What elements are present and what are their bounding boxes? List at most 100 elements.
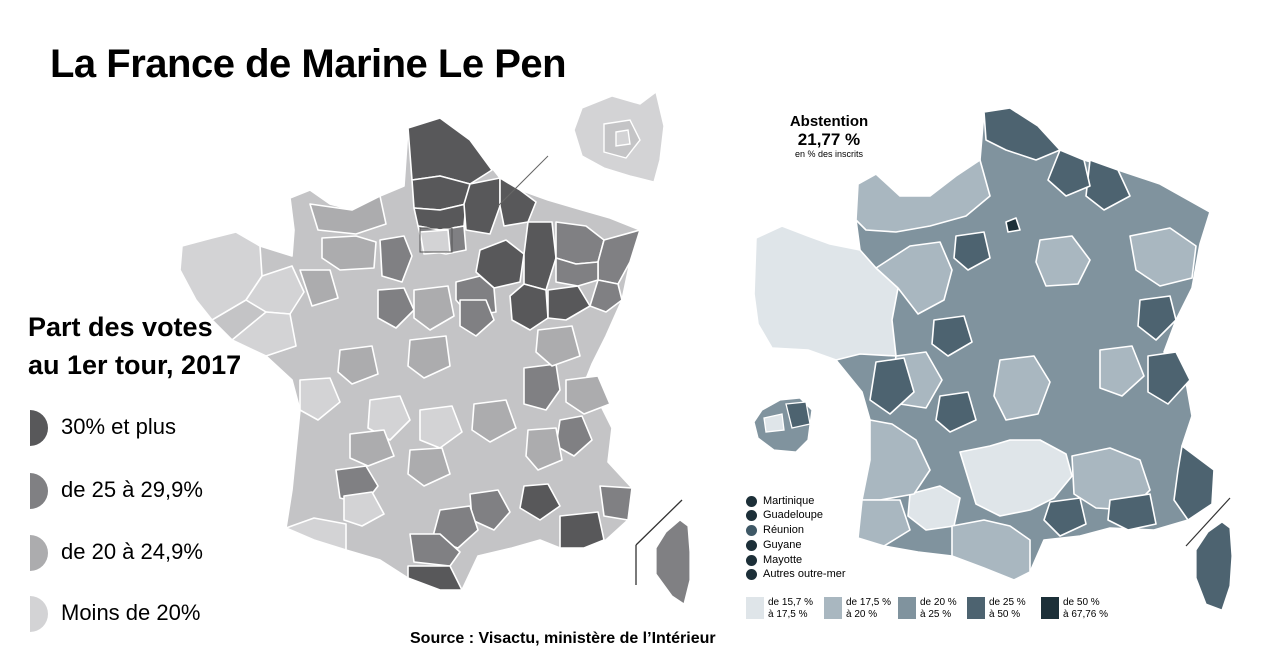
region-haut-rhin <box>589 279 623 313</box>
territory-guyane: Guyane <box>746 539 802 551</box>
region-eure <box>379 235 413 283</box>
abst-aquitaine <box>861 419 931 501</box>
abstention-title: Abstention <box>789 113 869 130</box>
territory-dot <box>746 568 757 580</box>
abst-normandie <box>855 159 991 233</box>
abst-midi <box>951 519 1031 581</box>
region-loire <box>471 399 517 443</box>
legend-swatch-25-29 <box>30 473 48 509</box>
territory-guadeloupe: Guadeloupe <box>746 509 823 521</box>
territory-dot <box>746 495 757 507</box>
region-vosges <box>547 285 591 321</box>
scale-item-5: de 50 % à 67,76 % <box>1041 597 1108 621</box>
region-bretagne-west <box>179 231 263 321</box>
region-marne <box>475 239 525 289</box>
le-pen-vote-map <box>179 117 641 591</box>
scale-swatch <box>898 597 916 619</box>
abst-alsace-area <box>1129 227 1197 287</box>
abst-seine-st-denis <box>953 231 991 271</box>
paris-zoom-line <box>497 155 549 207</box>
abst-lozere-aveyron <box>959 439 1073 517</box>
abstention-subtitle: en % des inscrits <box>794 149 864 159</box>
legend-title-line1: Part des votes <box>28 312 213 342</box>
abst-paris-dark <box>1005 217 1021 233</box>
abstention-header: Abstention 21,77 % en % des inscrits <box>789 113 869 160</box>
region-pyrenees-orientales <box>407 565 463 591</box>
scale-line1: de 25 % <box>989 597 1026 608</box>
abstention-map <box>753 107 1215 581</box>
legend-label: de 25 à 29,9% <box>61 477 203 502</box>
region-calvados <box>309 195 387 235</box>
territory-label: Mayotte <box>763 554 803 566</box>
scale-line1: de 50 % <box>1063 597 1100 608</box>
region-ain <box>535 325 581 367</box>
region-vaucluse <box>519 483 561 521</box>
scale-item-3: de 20 % à 25 % <box>898 597 957 621</box>
region-cantal <box>407 447 451 487</box>
abst-charente <box>869 357 915 415</box>
territory-dot <box>746 539 757 551</box>
abst-creuse <box>935 391 977 433</box>
scale-line2: à 20 % <box>846 609 878 620</box>
territory-dot <box>746 524 757 536</box>
scale-line1: de 17,5 % <box>846 597 892 608</box>
region-haute-marne <box>509 283 549 331</box>
abst-landes <box>857 499 911 547</box>
legend-item-20-24: de 20 à 24,9% <box>30 535 203 571</box>
region-cher <box>407 335 451 379</box>
legend-swatch-20-24 <box>30 535 48 571</box>
abst-gard <box>1043 497 1087 537</box>
region-deux-sevres <box>299 377 341 421</box>
region-paris-area <box>419 229 451 255</box>
territory-autres: Autres outre-mer <box>746 568 846 580</box>
legend-title-line2: au 1er tour, 2017 <box>28 350 242 380</box>
region-pyrenees-atlantiques <box>285 517 347 551</box>
region-loiret <box>413 285 455 331</box>
abst-rhone-alpes <box>1099 345 1145 397</box>
scale-item-4: de 25 % à 50 % <box>967 597 1026 621</box>
abstention-value: 21,77 % <box>797 130 861 149</box>
territory-martinique: Martinique <box>746 495 814 507</box>
abst-savoie <box>1147 351 1191 405</box>
scale-swatch <box>967 597 985 619</box>
region-dordogne <box>349 429 395 467</box>
territory-label: Guyane <box>763 539 802 551</box>
scale-swatch <box>824 597 842 619</box>
corsica-right <box>1195 521 1233 611</box>
legend-label: de 20 à 24,9% <box>61 539 203 564</box>
region-gers <box>343 491 385 527</box>
legend-item-under-20: Moins de 20% <box>30 596 200 632</box>
abst-pays-de-loire <box>875 241 953 315</box>
region-puy-de-dome <box>419 405 463 449</box>
territory-label: Autres outre-mer <box>763 568 846 580</box>
abst-nord <box>983 107 1061 161</box>
territory-dot <box>746 554 757 566</box>
region-vienne <box>337 345 379 385</box>
scale-item-1: de 15,7 % à 17,5 % <box>746 597 813 621</box>
region-cote-dor <box>459 299 495 337</box>
abst-champagne <box>1035 235 1091 287</box>
region-savoie <box>565 375 611 415</box>
abst-ardennes <box>1047 149 1091 197</box>
territory-dot <box>746 509 757 521</box>
paris-zoom-box <box>419 227 453 253</box>
legend-item-25-29: de 25 à 29,9% <box>30 473 203 509</box>
corsica-separator-left <box>635 499 683 546</box>
region-sarthe <box>377 287 415 329</box>
scale-line2: à 50 % <box>989 609 1021 620</box>
legend-label: Moins de 20% <box>61 600 201 625</box>
territory-mayotte: Mayotte <box>746 554 802 566</box>
region-loire-atlantique <box>231 311 297 357</box>
region-mayenne <box>299 269 339 307</box>
legend-item-30-plus: 30% et plus <box>30 410 176 446</box>
legend-swatch-under-20 <box>30 596 48 632</box>
territory-reunion: Réunion <box>746 524 804 536</box>
scale-line1: de 20 % <box>920 597 957 608</box>
source-credit: Source : Visactu, ministère de l’Intérie… <box>410 630 716 647</box>
abst-bretagne <box>753 225 899 361</box>
abst-var <box>1107 493 1157 531</box>
region-alpes-maritimes <box>599 485 633 521</box>
region-haute-vienne <box>367 395 411 441</box>
territory-label: Réunion <box>763 524 804 536</box>
